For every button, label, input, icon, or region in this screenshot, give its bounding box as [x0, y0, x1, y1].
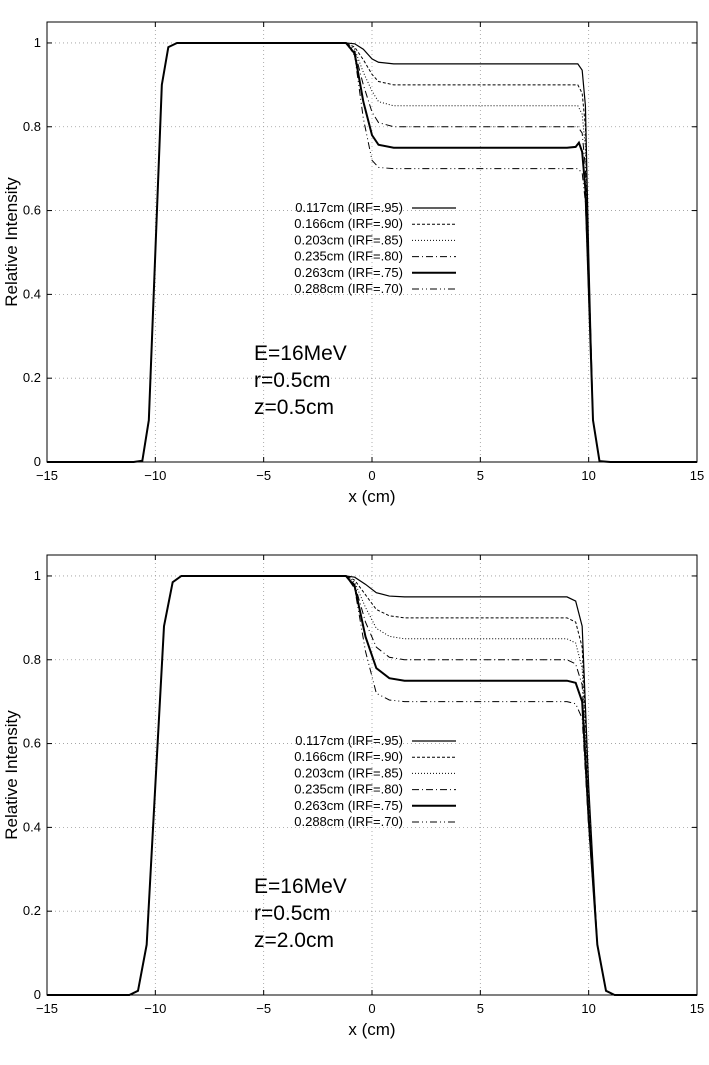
series-group — [47, 574, 697, 996]
parameter-annotation: E=16MeV r=0.5cm z=0.5cm — [254, 342, 347, 419]
chart-panel-bottom: −15 −10 −5 0 5 10 15 0 0.2 0.4 0.6 0.8 1 x (cm) Relati… — [0, 533, 709, 1065]
y-tick-label: 0.8 — [23, 652, 41, 667]
y-axis-title: Relative Intensity — [2, 177, 21, 307]
annotation-line: E=16MeV — [254, 342, 347, 365]
x-tick-label: −15 — [36, 1001, 58, 1016]
annotation-line: r=0.5cm — [254, 369, 330, 392]
annotation-line: E=16MeV — [254, 875, 347, 898]
legend-label: 0.203cm (IRF=.85) — [294, 232, 403, 247]
annotation-line: r=0.5cm — [254, 902, 330, 925]
x-tick-label: −15 — [36, 468, 58, 483]
x-tick-label: −10 — [144, 1001, 166, 1016]
x-axis-title: x (cm) — [348, 487, 395, 506]
x-tick-label: 10 — [581, 1001, 595, 1016]
legend: 0.117cm (IRF=.95)0.166cm (IRF=.90)0.203c… — [294, 200, 456, 296]
y-tick-label: 0.4 — [23, 286, 41, 301]
y-tick-label: 1 — [34, 35, 41, 50]
x-tick-label: −5 — [256, 1001, 271, 1016]
y-axis-title: Relative Intensity — [2, 710, 21, 840]
legend-label: 0.117cm (IRF=.95) — [295, 733, 403, 748]
y-tick-label: 0.6 — [23, 736, 41, 751]
series-group — [47, 41, 697, 463]
legend-label: 0.117cm (IRF=.95) — [295, 200, 403, 215]
legend-label: 0.235cm (IRF=.80) — [294, 249, 403, 264]
grid — [47, 22, 697, 462]
axis-ticks: −15 −10 −5 0 5 10 15 0 0.2 0.4 0.6 0.8 1 — [23, 555, 704, 1016]
parameter-annotation: E=16MeV r=0.5cm z=2.0cm — [254, 875, 347, 952]
chart-panel-top: −15 −10 −5 0 5 10 15 0 0.2 0.4 0.6 0.8 1 x (cm) Relati… — [0, 0, 709, 532]
series-line-1 — [47, 575, 697, 996]
y-tick-label: 0.2 — [23, 370, 41, 385]
series-line-5 — [47, 42, 697, 463]
legend-label: 0.263cm (IRF=.75) — [294, 265, 403, 280]
x-tick-label: 10 — [581, 468, 595, 483]
legend-label: 0.166cm (IRF=.90) — [294, 216, 403, 231]
legend-label: 0.263cm (IRF=.75) — [294, 798, 403, 813]
chart-top-svg: −15 −10 −5 0 5 10 15 0 0.2 0.4 0.6 0.8 1 x (cm) Relati… — [2, 21, 704, 506]
x-tick-label: 15 — [690, 468, 704, 483]
x-tick-label: 0 — [368, 1001, 375, 1016]
x-tick-label: 5 — [477, 468, 484, 483]
series-line-5 — [47, 575, 697, 996]
y-tick-label: 0.2 — [23, 903, 41, 918]
y-tick-label: 0.4 — [23, 819, 41, 834]
x-tick-label: −10 — [144, 468, 166, 483]
y-tick-label: 0.8 — [23, 119, 41, 134]
chart-bottom-svg: −15 −10 −5 0 5 10 15 0 0.2 0.4 0.6 0.8 1 x (cm) Relati… — [2, 554, 704, 1039]
y-tick-label: 0 — [34, 987, 41, 1002]
legend-label: 0.288cm (IRF=.70) — [294, 281, 403, 296]
x-tick-label: 15 — [690, 1001, 704, 1016]
series-line-3 — [47, 575, 697, 996]
y-tick-label: 0.6 — [23, 203, 41, 218]
x-tick-label: 5 — [477, 1001, 484, 1016]
legend-label: 0.166cm (IRF=.90) — [294, 749, 403, 764]
legend-label: 0.288cm (IRF=.70) — [294, 814, 403, 829]
legend-label: 0.203cm (IRF=.85) — [294, 765, 403, 780]
y-tick-label: 0 — [34, 454, 41, 469]
annotation-line: z=2.0cm — [254, 929, 334, 952]
legend-label: 0.235cm (IRF=.80) — [294, 782, 403, 797]
annotation-line: z=0.5cm — [254, 396, 334, 419]
legend: 0.117cm (IRF=.95)0.166cm (IRF=.90)0.203c… — [294, 733, 456, 829]
x-tick-label: −5 — [256, 468, 271, 483]
x-axis-title: x (cm) — [348, 1020, 395, 1039]
x-tick-label: 0 — [368, 468, 375, 483]
axis-ticks: −15 −10 −5 0 5 10 15 0 0.2 0.4 0.6 0.8 1 — [23, 22, 704, 483]
y-tick-label: 1 — [34, 568, 41, 583]
